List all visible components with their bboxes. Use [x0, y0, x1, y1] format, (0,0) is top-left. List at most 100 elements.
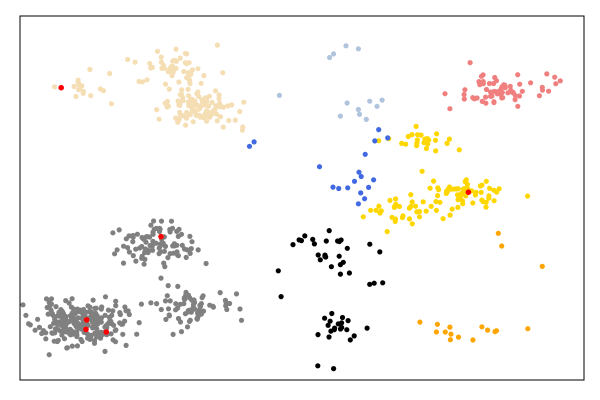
data-point — [186, 93, 192, 99]
data-point — [79, 338, 85, 345]
data-point — [67, 329, 73, 336]
data-point — [113, 303, 119, 309]
data-point — [74, 343, 80, 349]
data-point — [336, 238, 342, 245]
data-point — [525, 193, 531, 199]
data-point — [52, 316, 58, 322]
data-point — [455, 334, 462, 340]
data-point — [492, 74, 498, 81]
data-point — [133, 258, 139, 264]
data-point — [52, 84, 58, 90]
data-point — [217, 100, 223, 106]
data-point — [200, 308, 207, 314]
data-point — [376, 138, 382, 144]
data-point — [238, 317, 245, 323]
data-point — [323, 238, 329, 244]
data-point — [139, 243, 145, 250]
data-point — [73, 93, 79, 99]
data-point — [216, 92, 222, 98]
data-point — [184, 61, 190, 67]
data-point — [229, 102, 235, 108]
data-point — [173, 301, 179, 307]
data-point — [162, 100, 168, 106]
data-point — [227, 300, 233, 307]
data-point — [403, 141, 409, 147]
data-point — [487, 93, 494, 99]
data-point — [315, 363, 321, 369]
data-point — [483, 94, 489, 100]
data-point — [479, 98, 485, 104]
data-point — [92, 305, 98, 311]
data-point — [183, 254, 189, 260]
data-point — [447, 337, 453, 343]
data-point — [408, 192, 414, 198]
data-point — [134, 331, 140, 337]
data-point — [112, 339, 119, 345]
data-point — [447, 212, 453, 218]
data-point — [326, 228, 332, 234]
data-point — [99, 332, 105, 338]
data-point — [355, 46, 361, 52]
data-point — [470, 337, 476, 343]
data-point — [189, 67, 195, 73]
data-point — [183, 115, 189, 121]
data-point — [78, 324, 84, 330]
data-point — [368, 207, 374, 213]
data-point — [406, 205, 412, 211]
data-point — [62, 321, 68, 327]
data-point — [442, 91, 448, 97]
data-point — [200, 99, 206, 105]
data-point — [351, 178, 358, 184]
data-point — [330, 184, 336, 190]
data-point — [80, 311, 86, 317]
data-point — [87, 336, 93, 342]
data-point — [173, 46, 179, 52]
data-point — [376, 127, 382, 133]
data-point — [416, 214, 423, 220]
highlight-point — [103, 329, 110, 335]
data-point — [432, 137, 439, 143]
data-point — [392, 216, 399, 222]
data-point — [400, 213, 406, 219]
data-point — [156, 228, 163, 235]
data-point — [55, 337, 61, 343]
data-point — [88, 93, 94, 99]
data-point — [154, 301, 160, 307]
data-point — [539, 263, 545, 269]
data-point — [156, 116, 162, 122]
data-point — [461, 186, 467, 192]
data-point — [20, 302, 26, 308]
data-point — [138, 301, 144, 307]
data-point — [103, 323, 109, 329]
data-point — [170, 331, 176, 337]
data-point — [120, 260, 127, 266]
data-point — [88, 332, 94, 338]
data-point — [161, 260, 167, 266]
data-point — [508, 87, 514, 93]
data-point — [195, 247, 201, 253]
highlight-point — [83, 317, 90, 323]
data-point — [158, 275, 164, 281]
data-point — [336, 253, 342, 259]
data-point — [459, 198, 466, 204]
data-point — [483, 178, 489, 184]
data-point — [192, 306, 198, 312]
data-point — [387, 197, 393, 203]
data-point — [175, 283, 181, 289]
data-point — [75, 80, 81, 86]
data-point — [71, 83, 77, 90]
data-point — [557, 78, 563, 84]
data-point — [167, 298, 173, 304]
data-point — [165, 255, 171, 261]
data-point — [93, 318, 99, 324]
data-point — [428, 203, 434, 209]
data-point — [204, 118, 210, 124]
data-point — [372, 138, 378, 144]
data-point — [168, 218, 175, 224]
data-point — [461, 91, 467, 98]
data-point — [43, 330, 49, 336]
data-point — [337, 262, 343, 268]
data-point — [209, 99, 215, 105]
data-point — [120, 331, 126, 337]
